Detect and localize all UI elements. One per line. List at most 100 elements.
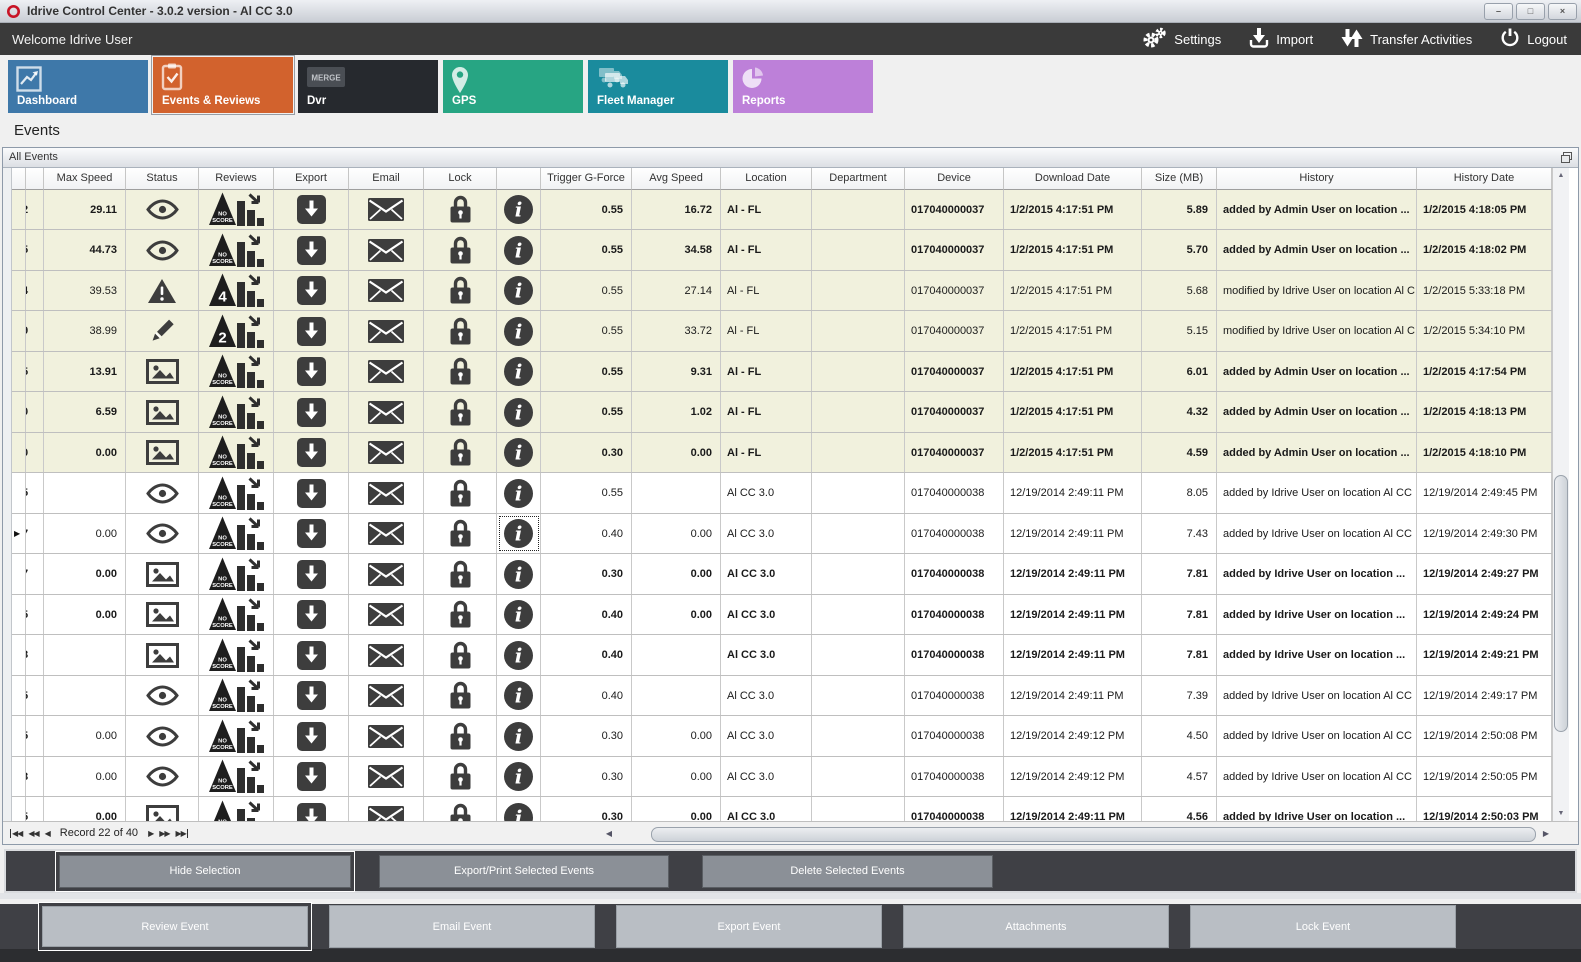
email-envelope-icon[interactable]	[349, 270, 424, 311]
close-button[interactable]: ×	[1548, 2, 1577, 20]
column-header-avg_speed[interactable]: Avg Speed	[632, 167, 721, 190]
info-icon[interactable]: i	[497, 311, 541, 351]
lock-padlock-icon[interactable]	[424, 432, 497, 473]
column-header-location[interactable]: Location	[721, 167, 812, 190]
info-icon[interactable]: i	[497, 351, 541, 392]
lock-padlock-icon[interactable]	[424, 473, 497, 513]
prev-page-button[interactable]: ◀◀	[28, 828, 39, 838]
export-download-icon[interactable]	[274, 311, 349, 351]
email-envelope-icon[interactable]	[349, 189, 424, 230]
email-envelope-icon[interactable]	[349, 675, 424, 716]
info-icon[interactable]: i	[497, 189, 541, 230]
restore-panel-icon[interactable]	[1561, 151, 1572, 163]
lock-padlock-icon[interactable]	[424, 756, 497, 797]
email-envelope-icon[interactable]	[349, 311, 424, 351]
export-download-icon[interactable]	[274, 270, 349, 311]
scroll-up-icon[interactable]: ▲	[1557, 171, 1565, 179]
lock-padlock-icon[interactable]	[424, 594, 497, 635]
info-icon[interactable]: i	[497, 594, 541, 635]
horizontal-scrollbar-thumb[interactable]	[651, 826, 1536, 842]
column-header-email[interactable]: Email	[349, 167, 424, 190]
lock-padlock-icon[interactable]	[424, 716, 497, 756]
export-download-icon[interactable]	[274, 351, 349, 392]
review-score-icon[interactable]: 2	[199, 311, 274, 351]
settings-button[interactable]: Settings	[1141, 27, 1221, 52]
column-header-g_force[interactable]: Trigger G-Force	[541, 167, 632, 190]
info-icon[interactable]: i	[497, 473, 541, 513]
export-event-button[interactable]: Export Event	[616, 905, 882, 948]
email-envelope-icon[interactable]	[349, 513, 424, 554]
tab-gps[interactable]: GPS	[443, 60, 583, 113]
export-print-selected-button[interactable]: Export/Print Selected Events	[379, 854, 669, 888]
email-envelope-icon[interactable]	[349, 351, 424, 392]
export-download-icon[interactable]	[274, 554, 349, 594]
info-icon[interactable]: i	[497, 554, 541, 594]
vertical-scrollbar[interactable]: ▲ ▼	[1552, 167, 1569, 822]
lock-padlock-icon[interactable]	[424, 797, 497, 822]
tab-fleet-manager[interactable]: Fleet Manager	[588, 60, 728, 113]
lock-padlock-icon[interactable]	[424, 351, 497, 392]
info-icon[interactable]: i	[497, 675, 541, 716]
column-header-export[interactable]: Export	[274, 167, 349, 190]
email-envelope-icon[interactable]	[349, 716, 424, 756]
transfer-activities-button[interactable]: Transfer Activities	[1341, 27, 1472, 52]
column-header-history_date[interactable]: History Date	[1417, 167, 1552, 190]
info-icon[interactable]: i	[497, 797, 541, 822]
logout-button[interactable]: Logout	[1500, 27, 1567, 51]
email-envelope-icon[interactable]	[349, 594, 424, 635]
column-header-download_date[interactable]: Download Date	[1004, 167, 1142, 190]
review-event-button[interactable]: Review Event	[42, 906, 308, 947]
export-download-icon[interactable]	[274, 594, 349, 635]
export-download-icon[interactable]	[274, 635, 349, 675]
first-record-button[interactable]: ◀◀	[10, 828, 23, 838]
info-icon[interactable]: i	[497, 756, 541, 797]
scroll-down-icon[interactable]: ▼	[1557, 810, 1565, 818]
info-icon[interactable]: i	[497, 432, 541, 473]
export-download-icon[interactable]	[274, 392, 349, 432]
tab-dvr[interactable]: MERGE Dvr	[298, 60, 438, 113]
info-icon[interactable]: i	[497, 230, 541, 270]
column-header-device[interactable]: Device	[905, 167, 1004, 190]
column-header-max_speed[interactable]: Max Speed	[44, 167, 126, 190]
export-download-icon[interactable]	[274, 432, 349, 473]
email-envelope-icon[interactable]	[349, 230, 424, 270]
lock-padlock-icon[interactable]	[424, 189, 497, 230]
column-header-history[interactable]: History	[1217, 167, 1417, 190]
email-envelope-icon[interactable]	[349, 554, 424, 594]
lock-padlock-icon[interactable]	[424, 270, 497, 311]
delete-selected-button[interactable]: Delete Selected Events	[702, 854, 993, 888]
email-envelope-icon[interactable]	[349, 797, 424, 822]
last-record-button[interactable]: ▶▶	[175, 828, 188, 838]
export-download-icon[interactable]	[274, 675, 349, 716]
export-download-icon[interactable]	[274, 473, 349, 513]
export-download-icon[interactable]	[274, 230, 349, 270]
info-icon[interactable]: i	[497, 513, 541, 554]
prev-record-button[interactable]: ◀	[44, 828, 51, 838]
export-download-icon[interactable]	[274, 513, 349, 554]
next-record-button[interactable]: ▶	[148, 828, 154, 838]
import-button[interactable]: Import	[1249, 27, 1313, 52]
tab-reports[interactable]: Reports	[733, 60, 873, 113]
email-event-button[interactable]: Email Event	[329, 905, 595, 948]
vertical-scrollbar-thumb[interactable]	[1554, 474, 1568, 732]
info-icon[interactable]: i	[497, 716, 541, 756]
